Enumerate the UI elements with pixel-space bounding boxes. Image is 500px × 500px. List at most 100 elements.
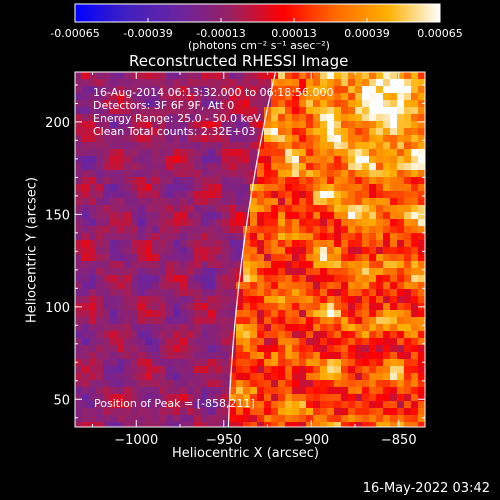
heatmap-cell <box>89 317 96 324</box>
heatmap-cell <box>320 177 327 184</box>
heatmap-cell <box>89 275 96 282</box>
heatmap-cell <box>229 338 236 345</box>
heatmap-cell <box>131 415 138 422</box>
heatmap-cell <box>348 394 355 401</box>
heatmap-cell <box>306 170 313 177</box>
heatmap-cell <box>82 184 89 191</box>
heatmap-cell <box>369 135 376 142</box>
heatmap-cell <box>418 198 425 205</box>
heatmap-cell <box>117 352 124 359</box>
heatmap-cell <box>173 275 180 282</box>
heatmap-cell <box>264 352 271 359</box>
heatmap-cell <box>82 142 89 149</box>
heatmap-cell <box>96 317 103 324</box>
heatmap-cell <box>208 317 215 324</box>
heatmap-cell <box>327 107 334 114</box>
heatmap-cell <box>397 373 404 380</box>
heatmap-cell <box>243 268 250 275</box>
heatmap-cell <box>285 254 292 261</box>
heatmap-cell <box>418 289 425 296</box>
heatmap-cell <box>82 324 89 331</box>
heatmap-cell <box>355 422 362 427</box>
heatmap-cell <box>411 149 418 156</box>
heatmap-cell <box>131 135 138 142</box>
heatmap-cell <box>110 254 117 261</box>
heatmap-cell <box>348 205 355 212</box>
heatmap-cell <box>306 142 313 149</box>
heatmap-cell <box>138 149 145 156</box>
heatmap-cell <box>236 331 243 338</box>
heatmap-cell <box>285 282 292 289</box>
heatmap-cell <box>313 289 320 296</box>
heatmap-cell <box>341 114 348 121</box>
heatmap-cell <box>103 114 110 121</box>
heatmap-cell <box>110 184 117 191</box>
heatmap-cell <box>222 212 229 219</box>
heatmap-cell <box>292 156 299 163</box>
heatmap-cell <box>103 100 110 107</box>
heatmap-cell <box>362 408 369 415</box>
heatmap-cell <box>110 191 117 198</box>
heatmap-cell <box>418 366 425 373</box>
heatmap-cell <box>166 415 173 422</box>
heatmap-cell <box>411 380 418 387</box>
heatmap-cell <box>222 338 229 345</box>
heatmap-cell <box>320 212 327 219</box>
heatmap-cell <box>222 170 229 177</box>
heatmap-cell <box>131 310 138 317</box>
heatmap-cell <box>369 310 376 317</box>
heatmap-cell <box>229 142 236 149</box>
heatmap-cell <box>369 275 376 282</box>
heatmap-cell <box>411 233 418 240</box>
heatmap-cell <box>264 233 271 240</box>
heatmap-cell <box>89 72 96 79</box>
heatmap-cell <box>82 401 89 408</box>
heatmap-cell <box>320 310 327 317</box>
heatmap-cell <box>390 107 397 114</box>
heatmap-cell <box>264 226 271 233</box>
heatmap-cell <box>369 212 376 219</box>
heatmap-cell <box>376 338 383 345</box>
heatmap-cell <box>138 205 145 212</box>
x-tick-label: −850 <box>381 433 417 448</box>
heatmap-cell <box>418 254 425 261</box>
heatmap-cell <box>166 184 173 191</box>
heatmap-cell <box>159 93 166 100</box>
solar-limb-line <box>227 71 277 428</box>
heatmap-cell <box>411 345 418 352</box>
heatmap-cell <box>201 275 208 282</box>
heatmap-cell <box>327 261 334 268</box>
heatmap-cell <box>152 177 159 184</box>
heatmap-cell <box>89 100 96 107</box>
heatmap-cell <box>250 170 257 177</box>
heatmap-cell <box>257 338 264 345</box>
heatmap-cell <box>264 177 271 184</box>
heatmap-cell <box>236 380 243 387</box>
heatmap-cell <box>341 247 348 254</box>
heatmap-cell <box>292 289 299 296</box>
heatmap-cell <box>187 345 194 352</box>
heatmap-cell <box>110 331 117 338</box>
heatmap-cell <box>145 184 152 191</box>
heatmap-cell <box>96 135 103 142</box>
heatmap-cell <box>292 331 299 338</box>
heatmap-cell <box>96 226 103 233</box>
heatmap-cell <box>145 149 152 156</box>
heatmap-cell <box>201 303 208 310</box>
heatmap-cell <box>82 226 89 233</box>
heatmap-cell <box>334 261 341 268</box>
heatmap-cell <box>278 177 285 184</box>
heatmap-cell <box>341 93 348 100</box>
heatmap-cell <box>208 373 215 380</box>
heatmap-cell <box>75 261 82 268</box>
heatmap-cell <box>299 338 306 345</box>
heatmap-cell <box>152 345 159 352</box>
heatmap-cell <box>215 422 222 427</box>
heatmap-cell <box>194 156 201 163</box>
heatmap-cell <box>369 282 376 289</box>
heatmap-cell <box>145 415 152 422</box>
heatmap-cell <box>208 289 215 296</box>
heatmap-cell <box>194 303 201 310</box>
heatmap-cell <box>201 184 208 191</box>
heatmap-cell <box>355 380 362 387</box>
